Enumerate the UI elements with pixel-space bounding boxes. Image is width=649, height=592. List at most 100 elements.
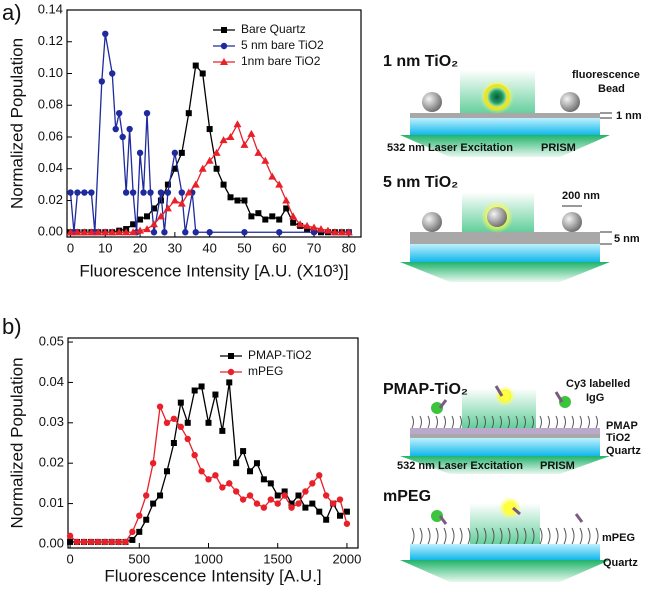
data-point — [343, 520, 351, 527]
data-point — [240, 448, 247, 455]
legend-label: PMAP-TiO2 — [248, 348, 312, 362]
data-point — [302, 504, 309, 511]
data-point — [144, 213, 151, 220]
data-point — [177, 199, 186, 207]
data-point — [205, 156, 214, 164]
data-point — [198, 468, 205, 475]
data-point — [73, 228, 82, 236]
series-line — [70, 122, 349, 233]
x-axis-label: Fluorescence Intensity [A.U.] — [104, 566, 321, 585]
data-point — [115, 538, 122, 546]
y-tick-label: 0.02 — [38, 192, 63, 207]
data-point — [316, 225, 325, 233]
data-point — [136, 226, 145, 234]
data-point — [129, 189, 137, 196]
data-point — [274, 492, 281, 499]
data-point — [136, 512, 143, 519]
data-point — [149, 459, 157, 467]
data-point — [219, 427, 226, 434]
diagram-label: Bead — [598, 83, 625, 95]
y-tick-label: 0.14 — [38, 1, 63, 16]
data-point — [157, 197, 164, 204]
data-point — [198, 164, 207, 172]
data-point — [147, 189, 154, 196]
data-point — [219, 136, 228, 144]
diagram-label: Quartz — [603, 557, 638, 569]
data-point — [87, 228, 96, 236]
data-point — [255, 210, 262, 217]
diagram-label: mPEG — [602, 532, 635, 544]
data-point — [288, 504, 295, 511]
data-point — [336, 496, 344, 503]
data-point — [310, 229, 318, 236]
x-tick-label: 0 — [66, 551, 73, 566]
data-point — [143, 225, 152, 233]
plot-frame — [67, 337, 359, 549]
data-point — [205, 476, 212, 483]
data-point — [309, 500, 316, 507]
diagram-label: 200 nm — [562, 190, 600, 202]
y-tick-label: 0.06 — [38, 128, 63, 143]
data-point — [212, 391, 219, 398]
data-point — [262, 216, 269, 223]
data-point — [276, 229, 283, 236]
x-tick-label: 0 — [67, 240, 74, 255]
data-point — [66, 228, 75, 236]
data-point — [289, 212, 298, 220]
data-point — [112, 125, 119, 133]
data-point — [281, 488, 288, 495]
data-point — [316, 472, 323, 479]
plot-frame — [66, 9, 362, 238]
data-point — [303, 221, 312, 229]
data-point — [233, 460, 240, 467]
data-point — [247, 129, 256, 137]
y-tick-label: 0.04 — [39, 374, 64, 389]
data-point — [177, 399, 184, 406]
data-point — [283, 205, 290, 212]
data-point — [164, 189, 172, 196]
diagram-b-bottom — [400, 497, 610, 582]
diagram-label: 5 nm — [614, 233, 640, 245]
legend-label: 1nm bare TiO2 — [241, 54, 321, 68]
diagram-label: PRISM — [541, 142, 576, 154]
x-tick-label: 70 — [307, 240, 321, 255]
data-point — [198, 383, 205, 390]
data-point — [304, 226, 311, 233]
series-line — [69, 33, 349, 233]
data-point — [130, 221, 137, 228]
data-point — [170, 440, 177, 446]
data-point — [67, 189, 74, 196]
data-point — [143, 109, 151, 117]
data-point — [171, 165, 178, 172]
data-point — [129, 228, 138, 236]
data-point — [156, 403, 164, 410]
x-tick-label: 80 — [342, 240, 356, 255]
data-point — [253, 500, 261, 507]
diagram-label: 532 nm Laser Excitation — [387, 142, 513, 154]
data-point — [323, 226, 332, 234]
data-point — [246, 492, 254, 499]
data-point — [178, 189, 186, 196]
data-point — [184, 435, 191, 443]
x-tick-label: 40 — [202, 240, 216, 255]
legend-label: mPEG — [248, 364, 283, 378]
data-point — [260, 504, 268, 511]
data-point — [157, 492, 164, 499]
data-point — [213, 165, 220, 172]
data-point — [248, 213, 255, 220]
data-point — [260, 476, 267, 483]
data-point — [191, 387, 198, 394]
data-point — [101, 538, 108, 546]
data-point — [171, 149, 179, 157]
data-point — [98, 78, 105, 85]
data-point — [206, 126, 213, 133]
diagram-label: fluorescence — [572, 69, 640, 81]
panel-label: a) — [2, 0, 22, 25]
data-point — [310, 223, 319, 231]
diagram-b-top — [400, 385, 610, 474]
data-point — [191, 451, 198, 459]
data-point — [219, 484, 226, 491]
legend-label: Bare Quartz — [241, 22, 306, 36]
data-point — [192, 62, 199, 69]
data-point — [337, 512, 344, 519]
